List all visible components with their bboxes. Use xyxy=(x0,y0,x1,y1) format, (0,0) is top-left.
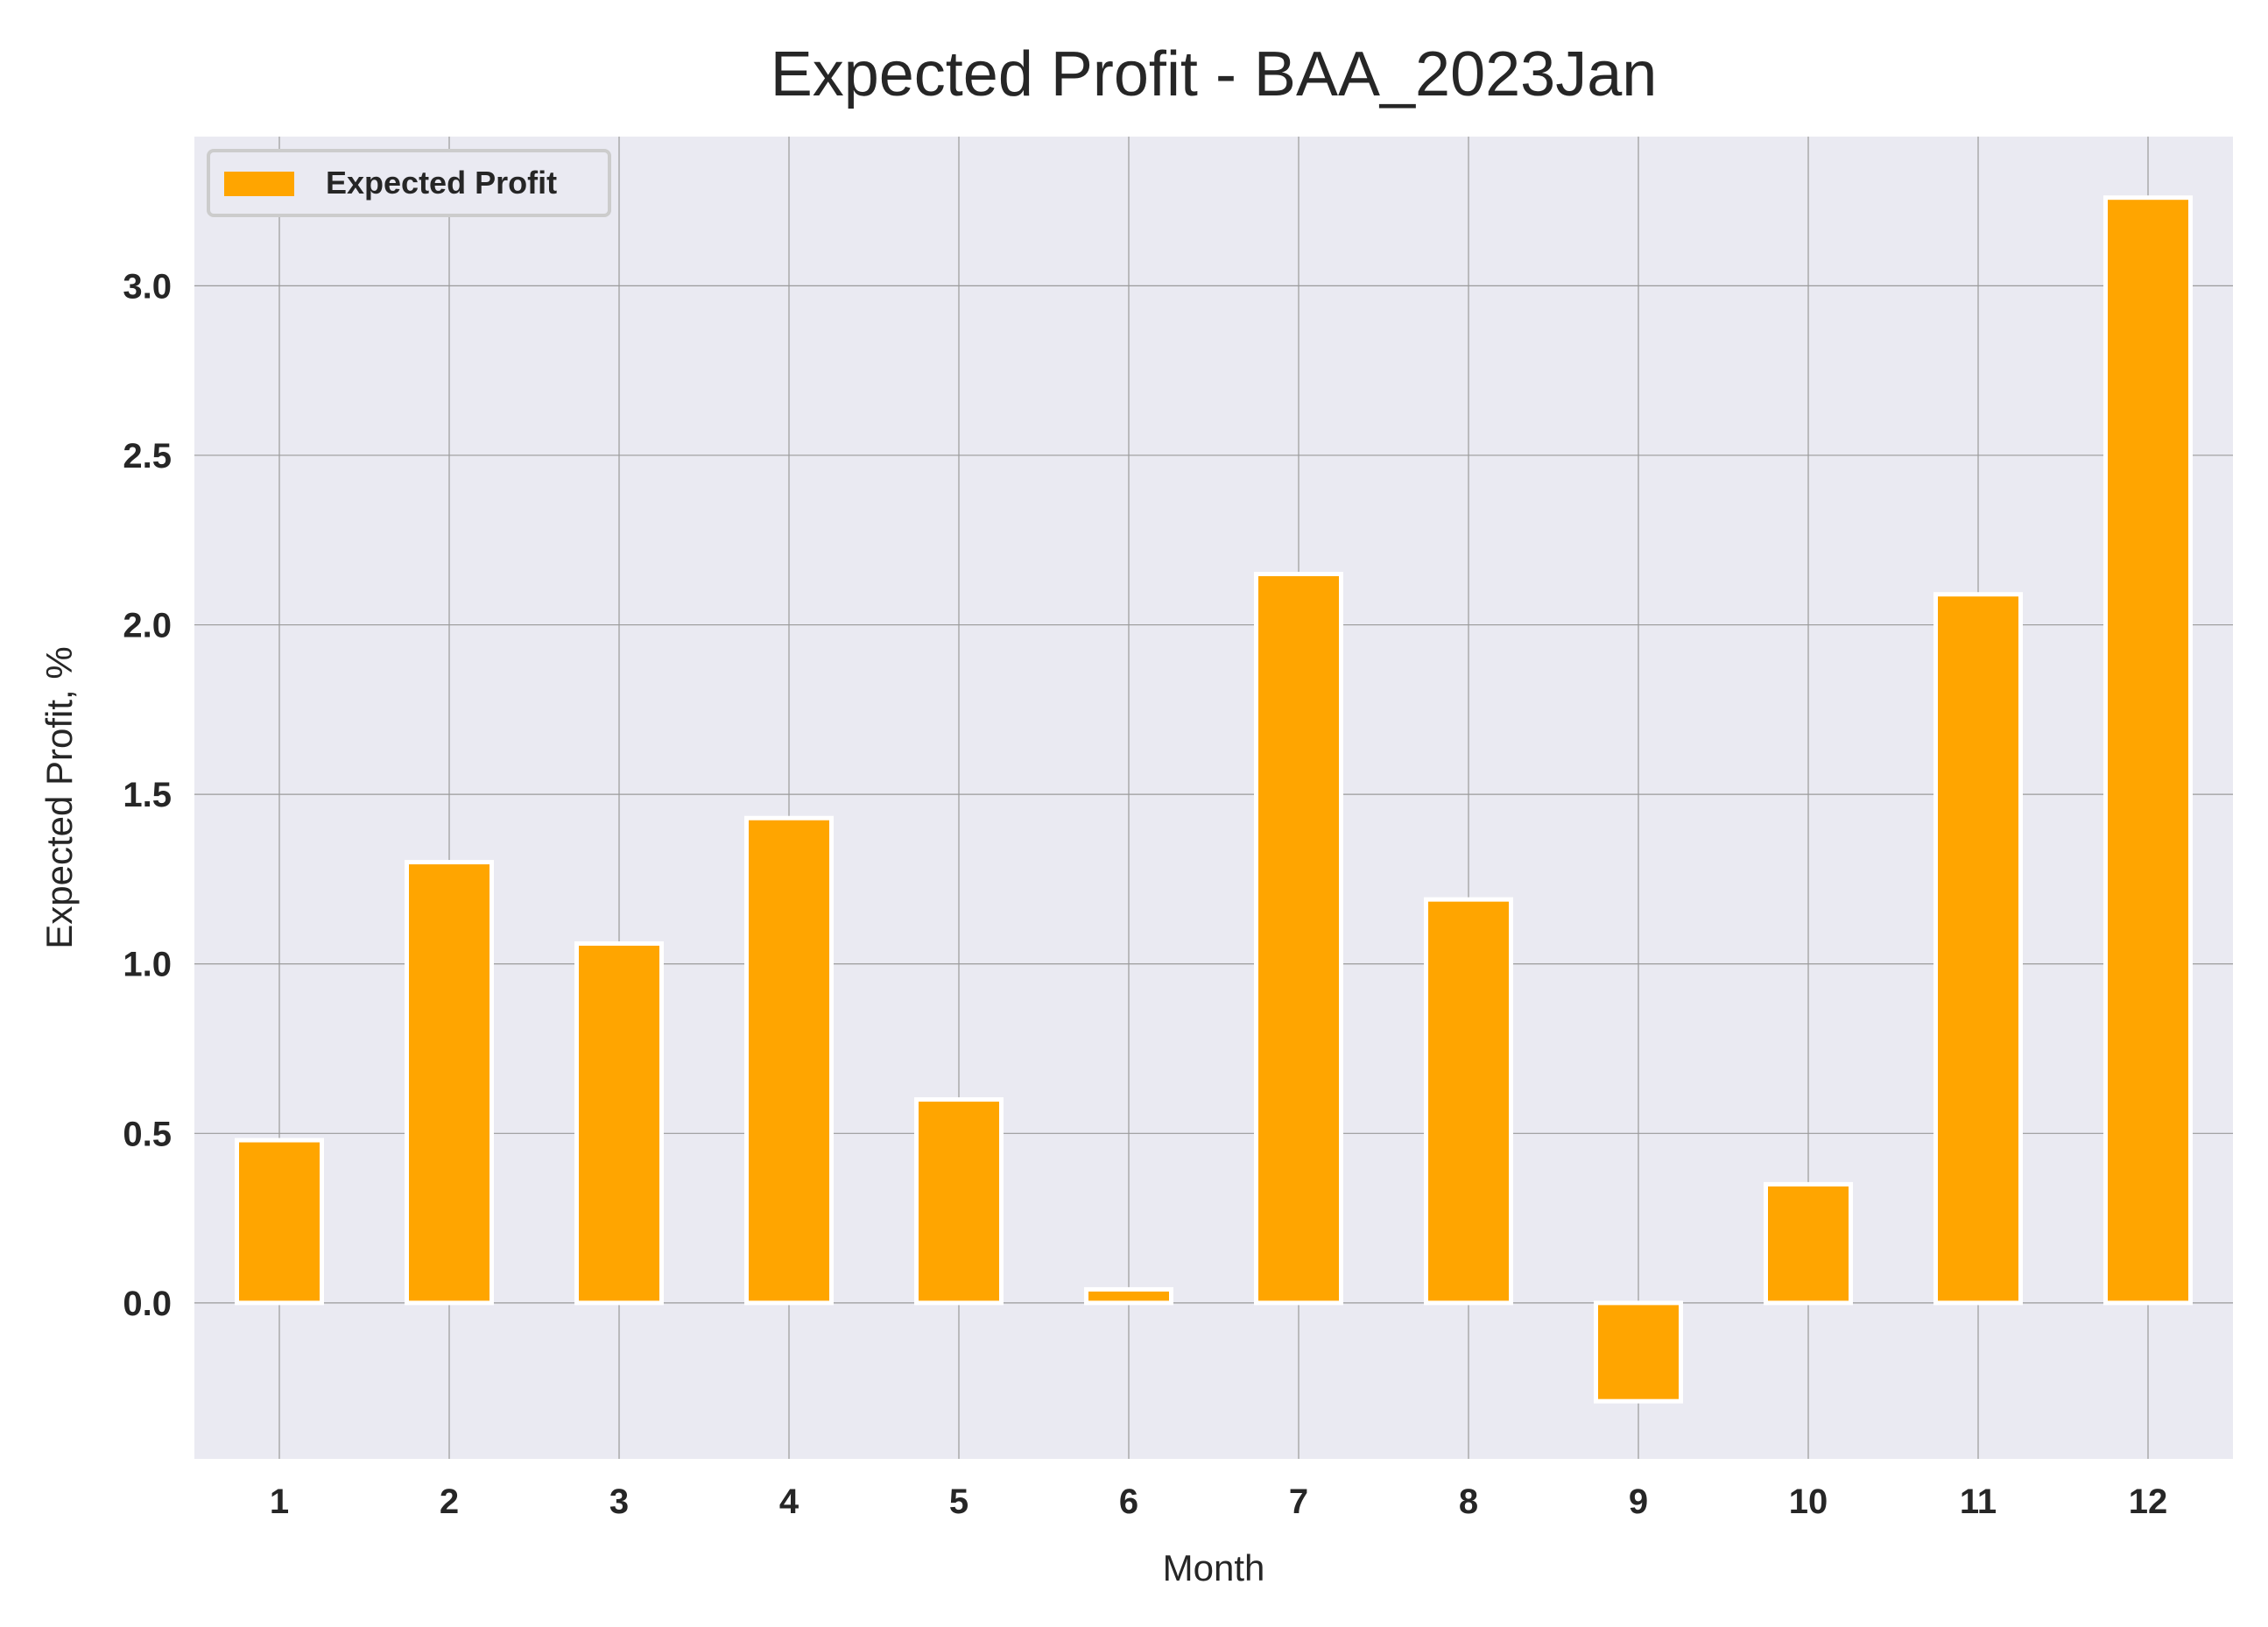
bar xyxy=(1764,1181,1853,1306)
bar xyxy=(744,815,834,1306)
bar xyxy=(2103,195,2193,1306)
x-tick-label: 6 xyxy=(1119,1483,1138,1521)
x-axis-label: Month xyxy=(1163,1547,1265,1588)
bar xyxy=(1084,1286,1173,1306)
bar xyxy=(1933,592,2023,1306)
x-tick-label: 3 xyxy=(609,1483,629,1521)
bar xyxy=(405,860,494,1306)
x-tick-label: 1 xyxy=(270,1483,289,1521)
x-tick-label: 7 xyxy=(1289,1483,1308,1521)
x-tick-label: 10 xyxy=(1789,1483,1828,1521)
legend-frame xyxy=(207,149,611,217)
bar xyxy=(1424,897,1513,1306)
y-axis-label: Expected Profit, % xyxy=(39,646,80,949)
bar xyxy=(574,940,664,1306)
bar xyxy=(235,1137,324,1306)
bar xyxy=(914,1097,1004,1306)
bar-group xyxy=(235,195,2193,1404)
x-tick-label: 12 xyxy=(2129,1483,2168,1521)
y-tick-label: 3.0 xyxy=(123,267,172,306)
legend: Expected Profit xyxy=(207,149,611,217)
y-tick-label: 1.0 xyxy=(123,946,172,984)
x-tick-label: 2 xyxy=(440,1483,459,1521)
bar xyxy=(1254,571,1343,1306)
legend-label: Expected Profit xyxy=(326,165,557,201)
y-tick-label: 0.0 xyxy=(123,1285,172,1323)
tick-labels: 0.00.51.01.52.02.53.01 2 3 4 5 6 7 8 9 10 11 12 xyxy=(123,267,2167,1521)
x-tick-label: 11 xyxy=(1960,1483,1997,1521)
y-tick-label: 1.5 xyxy=(123,776,172,814)
chart-title: Expected Profit - BAA_2023Jan xyxy=(771,39,1658,109)
x-tick-label: 8 xyxy=(1459,1483,1478,1521)
y-tick-label: 2.0 xyxy=(123,607,172,645)
bar xyxy=(1594,1300,1683,1404)
plot-background xyxy=(194,137,2233,1459)
y-tick-label: 0.5 xyxy=(123,1115,172,1153)
x-tick-label: 5 xyxy=(949,1483,968,1521)
x-tick-label: 4 xyxy=(779,1483,799,1521)
legend-swatch xyxy=(224,172,294,196)
y-tick-label: 2.5 xyxy=(123,437,172,475)
x-tick-label: 9 xyxy=(1629,1483,1648,1521)
